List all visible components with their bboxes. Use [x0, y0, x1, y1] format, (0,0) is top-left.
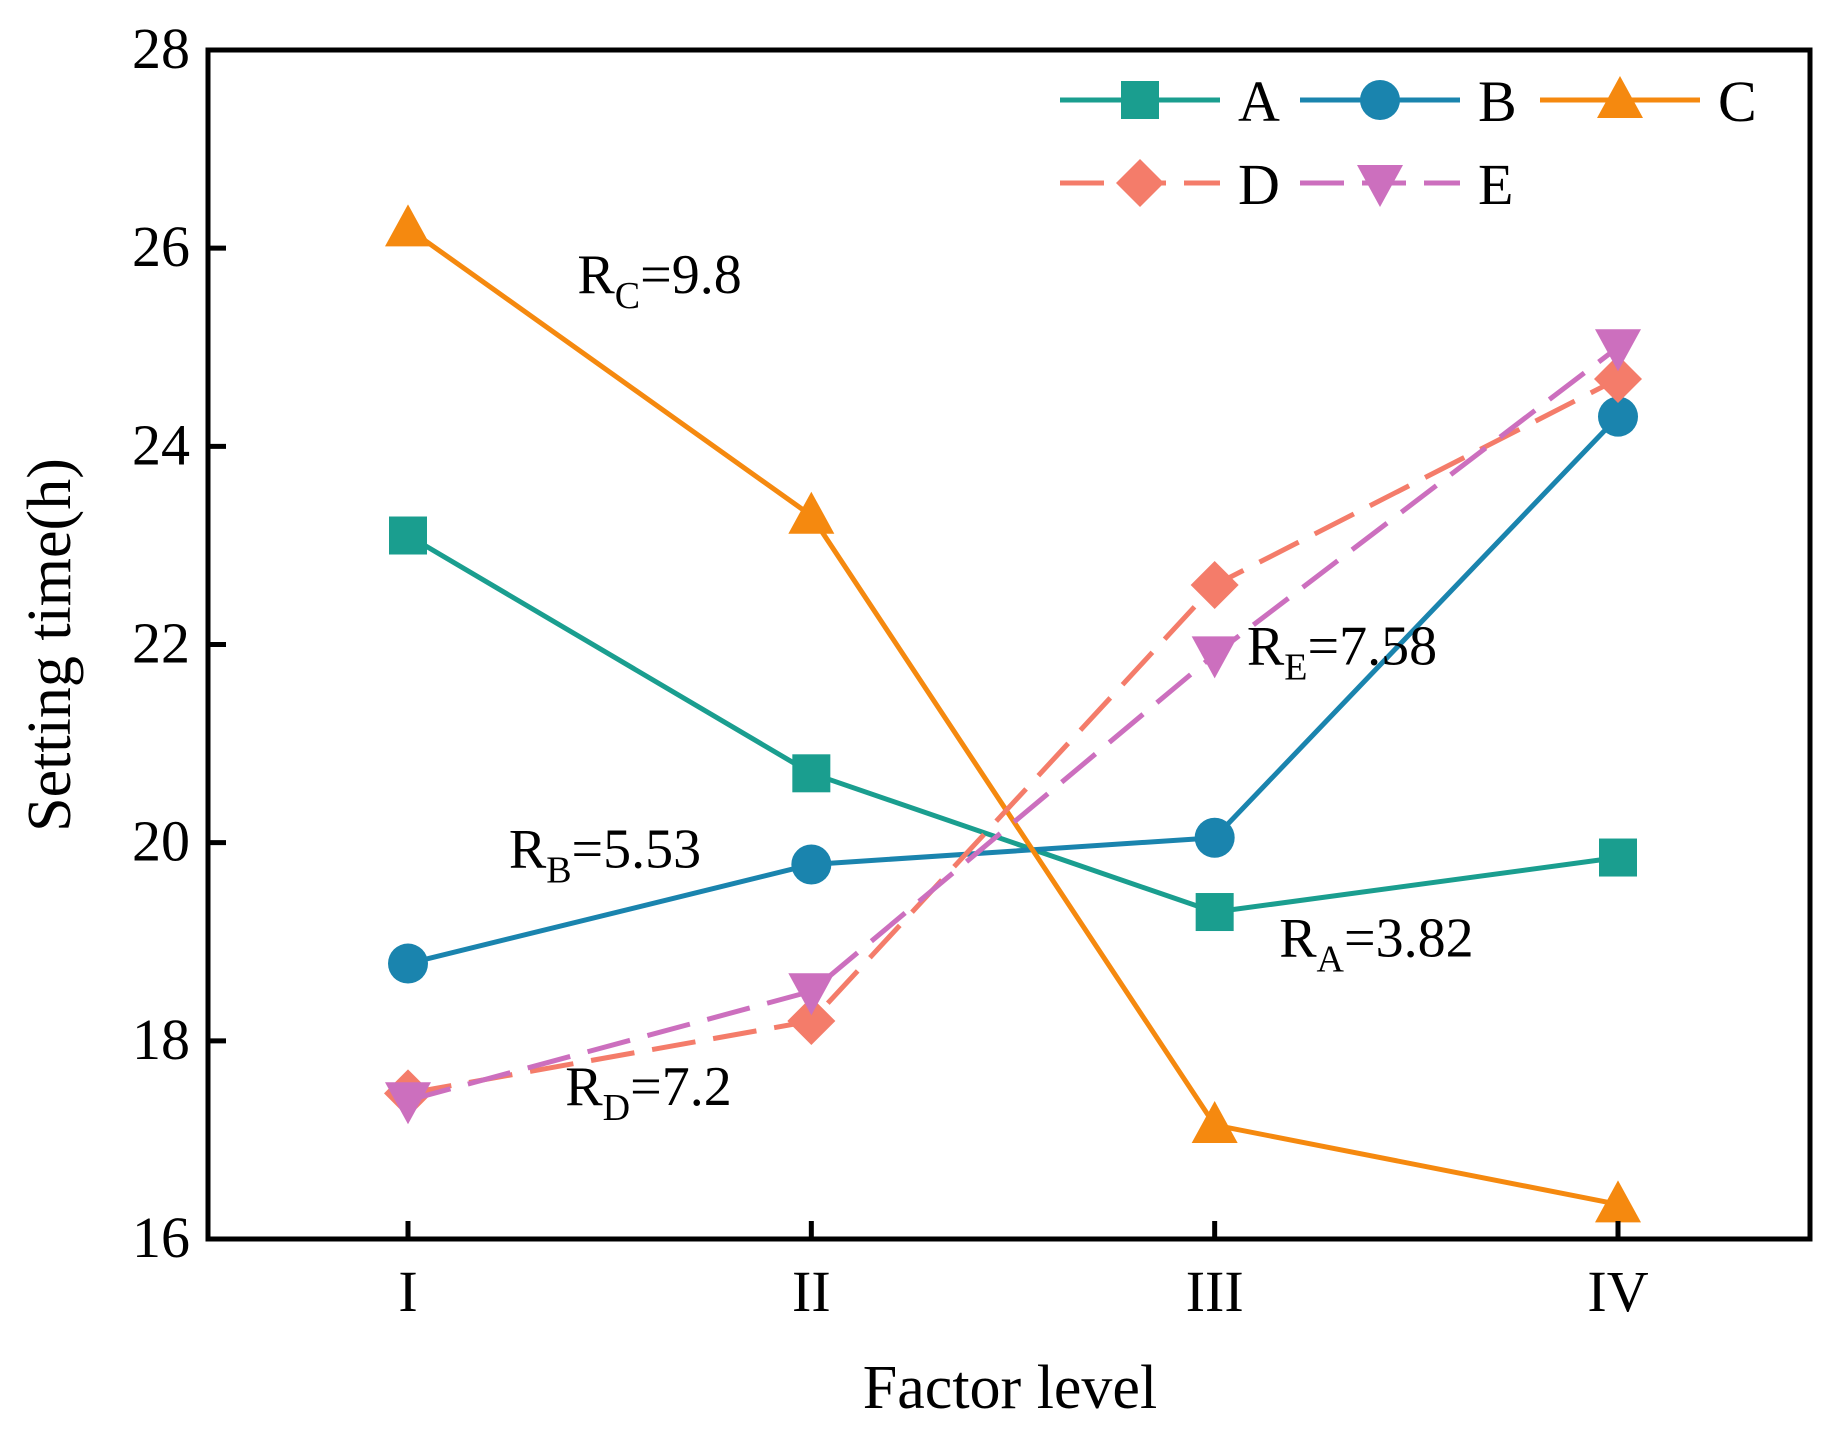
series-a-point-iii [1195, 893, 1234, 932]
legend-swatch-marker-a [1121, 81, 1159, 119]
series-b-point-ii [791, 844, 832, 885]
y-axis-title: Setting time(h) [16, 458, 84, 832]
legend-item-d: D [1060, 152, 1280, 217]
y-tick-label-20: 20 [132, 809, 190, 874]
annotation-r-c: RC=9.8 [577, 244, 741, 317]
annotation-r-e: RE=7.58 [1247, 615, 1437, 688]
legend-item-b: B [1300, 69, 1517, 134]
series-e-line [407, 345, 1620, 1103]
series-d-point-ii [787, 997, 836, 1046]
series-d [384, 354, 1642, 1118]
annotation-r-a: RA=3.82 [1279, 908, 1473, 981]
legend-label-d: D [1238, 152, 1280, 217]
series-a-point-iv [1599, 838, 1637, 877]
series-d-line [407, 376, 1620, 1096]
series-b-point-i [388, 943, 428, 984]
series-e-point-iii [1191, 636, 1238, 679]
legend-swatch-marker-b [1360, 80, 1400, 120]
series-e-point-i [385, 1082, 431, 1125]
x-tick-label-iii: III [1186, 1259, 1244, 1324]
y-tick-label-26: 26 [132, 214, 190, 279]
legend-swatch-marker-d [1116, 159, 1164, 207]
series-e-point-ii [788, 973, 835, 1016]
legend-label-b: B [1478, 69, 1517, 134]
series-a-point-ii [792, 754, 831, 793]
series-d-point-iii [1190, 561, 1239, 610]
series-d-point-iv [1594, 354, 1642, 403]
series-c-point-iii [1191, 1101, 1238, 1144]
legend-label-e: E [1478, 152, 1513, 217]
series-c-point-ii [788, 491, 835, 534]
y-tick-label-16: 16 [132, 1205, 190, 1270]
legend-item-c: C [1540, 69, 1757, 134]
annotation-r-b: RB=5.53 [509, 818, 701, 891]
y-tick-label-28: 28 [132, 16, 190, 81]
legend-label-c: C [1718, 69, 1757, 134]
series-b-point-iii [1194, 817, 1235, 858]
series-a-line [406, 533, 1619, 915]
y-tick-label-18: 18 [132, 1007, 190, 1072]
series-a [389, 516, 1637, 932]
y-tick-label-22: 22 [132, 611, 190, 676]
series-a-point-i [389, 516, 427, 555]
annotation-r-d: RD=7.2 [565, 1056, 731, 1129]
x-axis-title: Factor level [863, 1354, 1157, 1422]
series-b-point-iv [1598, 396, 1638, 437]
series-c-point-iv [1595, 1180, 1641, 1223]
legend-item-e: E [1300, 152, 1513, 217]
series-layer [384, 204, 1642, 1223]
plot-frame [205, 47, 1813, 1242]
legend: A B C D E [1060, 69, 1757, 217]
series-c-point-i [385, 204, 431, 247]
annotation-layer: RC=9.8 RB=5.53 RA=3.82 RE=7.58 RD=7.2 [509, 244, 1474, 1129]
x-tick-label-iv: IV [1587, 1259, 1648, 1324]
y-tick-label-24: 24 [132, 412, 190, 477]
x-tick-label-i: I [398, 1259, 417, 1324]
legend-swatch-marker-e [1357, 165, 1403, 207]
series-e-point-iv [1595, 329, 1641, 372]
legend-item-a: A [1060, 69, 1280, 134]
series-e [385, 329, 1641, 1125]
legend-swatch-marker-c [1597, 76, 1643, 118]
series-b-line [407, 414, 1620, 966]
x-tick-label-ii: II [792, 1259, 831, 1324]
series-b [388, 396, 1638, 984]
legend-label-a: A [1238, 69, 1280, 134]
